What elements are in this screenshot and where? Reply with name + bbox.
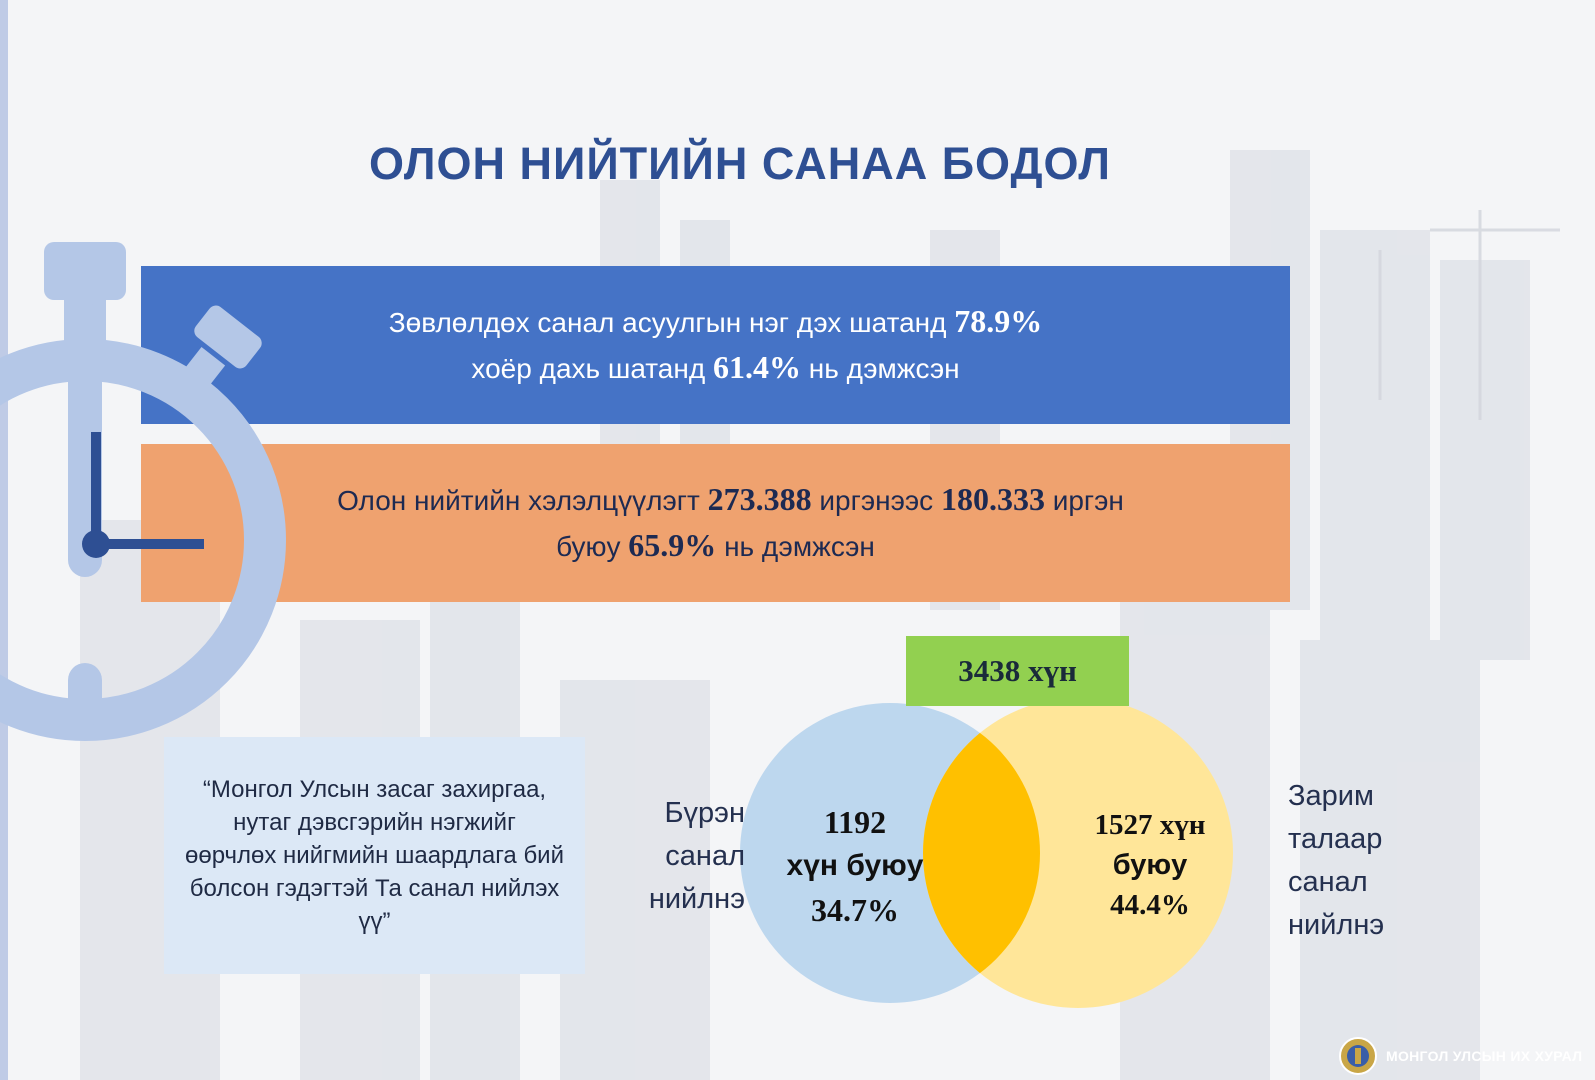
- parliament-emblem-icon: [1339, 1037, 1377, 1075]
- left-count: 1192: [823, 804, 887, 840]
- left-percent: 34.7%: [811, 892, 899, 928]
- partial-agree-label: Зарим талаар санал нийлнэ: [1288, 780, 1385, 941]
- venn-overlap: [923, 703, 1040, 1003]
- discussion-result-band: Олон нийтийн хэлэлцүүлэгт 273.388 иргэнэ…: [141, 444, 1290, 602]
- discussion-percent: 65.9%: [628, 527, 717, 563]
- total-citizens: 273.388: [707, 481, 812, 517]
- stopwatch-icon: [0, 242, 286, 741]
- survey-result-band: Зөвлөлдөх санал асуулгын нэг дэх шатанд …: [141, 266, 1290, 424]
- footer-branding: МОНГОЛ УЛСЫН ИХ ХУРАЛ: [1338, 1036, 1582, 1076]
- left-accent-stripe: [0, 0, 8, 1080]
- page-title: ОЛОН НИЙТИЙН САНАА БОДОЛ: [369, 138, 1111, 190]
- venn-diagram: [740, 698, 1233, 1008]
- survey-result-line-1: Зөвлөлдөх санал асуулгын нэг дэх шатанд …: [388, 303, 1043, 339]
- footer-text: МОНГОЛ УЛСЫН ИХ ХУРАЛ: [1386, 1048, 1583, 1064]
- total-respondents: 3438 хүн: [958, 653, 1077, 688]
- right-percent: 44.4%: [1110, 889, 1190, 921]
- survey-question-text: “Монгол Улсын засаг захиргаа, нутаг дэвс…: [185, 776, 564, 935]
- stage1-percent: 78.9%: [954, 303, 1043, 339]
- venn-right-text: 1527 хүн буюу 44.4%: [1065, 805, 1235, 925]
- stage2-percent: 61.4%: [712, 349, 801, 385]
- supporting-citizens: 180.333: [940, 481, 1045, 517]
- right-unit: буюу: [1112, 849, 1188, 881]
- survey-result-line-2: хоёр дахь шатанд 61.4% нь дэмжсэн: [471, 349, 960, 385]
- right-count: 1527 хүн: [1094, 809, 1206, 841]
- left-unit: хүн буюу: [786, 849, 924, 882]
- full-agree-label: Бүрэн санал нийлнэ: [648, 797, 745, 915]
- discussion-result-line-2: буюу 65.9% нь дэмжсэн: [556, 527, 875, 563]
- survey-question-box: “Монгол Улсын засаг захиргаа, нутаг дэвс…: [164, 737, 585, 974]
- discussion-result-line-1: Олон нийтийн хэлэлцүүлэгт 273.388 иргэнэ…: [337, 481, 1124, 517]
- total-respondents-box: 3438 хүн: [906, 636, 1129, 706]
- venn-left-text: 1192 хүн буюу 34.7%: [770, 800, 940, 932]
